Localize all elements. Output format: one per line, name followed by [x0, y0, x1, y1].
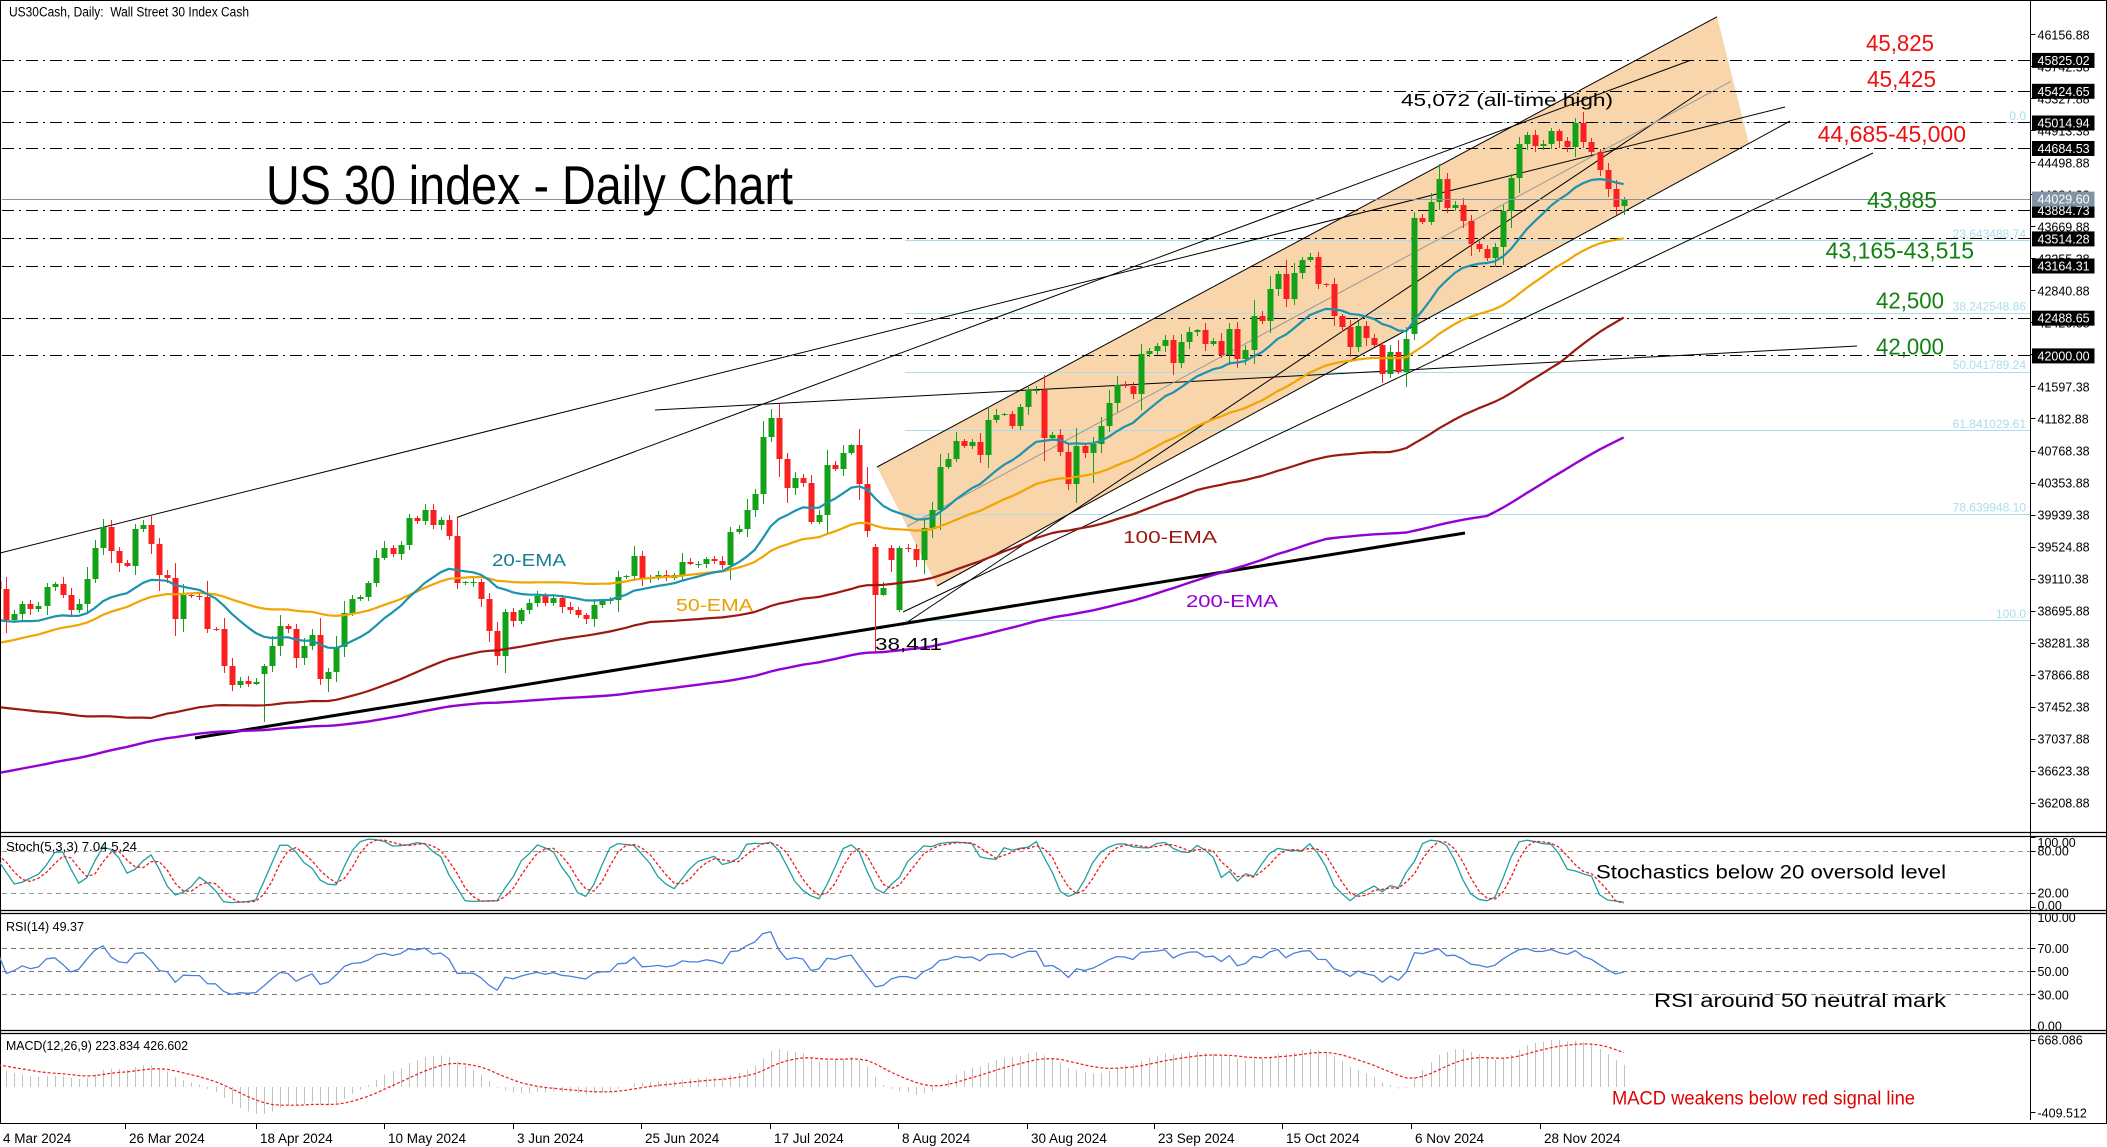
svg-text:39524.88: 39524.88 — [2038, 541, 2090, 555]
svg-text:36623.38: 36623.38 — [2038, 765, 2090, 779]
svg-text:26 Mar 2024: 26 Mar 2024 — [129, 1131, 205, 1146]
svg-text:US 30 index - Daily Chart: US 30 index - Daily Chart — [266, 154, 793, 216]
svg-text:23.643488.74: 23.643488.74 — [1953, 227, 2027, 241]
svg-text:43,885: 43,885 — [1867, 187, 1937, 213]
svg-text:41182.88: 41182.88 — [2038, 413, 2089, 427]
svg-text:28 Nov 2024: 28 Nov 2024 — [1544, 1131, 1621, 1146]
svg-text:0.0: 0.0 — [2009, 109, 2026, 123]
svg-text:38695.88: 38695.88 — [2038, 605, 2090, 619]
svg-text:43514.28: 43514.28 — [2038, 232, 2090, 246]
svg-text:45014.94: 45014.94 — [2038, 117, 2090, 131]
svg-text:42488.65: 42488.65 — [2038, 312, 2090, 326]
svg-text:6 Nov 2024: 6 Nov 2024 — [1415, 1131, 1485, 1146]
svg-text:43884.73: 43884.73 — [2038, 204, 2090, 218]
svg-text:37037.88: 37037.88 — [2038, 733, 2090, 747]
svg-text:41597.38: 41597.38 — [2038, 381, 2090, 395]
svg-text:20-EMA: 20-EMA — [492, 550, 566, 570]
svg-text:23 Sep 2024: 23 Sep 2024 — [1158, 1131, 1235, 1146]
svg-text:42000.00: 42000.00 — [2038, 349, 2090, 363]
svg-text:44684.53: 44684.53 — [2038, 142, 2090, 156]
svg-text:38,411: 38,411 — [875, 634, 942, 654]
svg-text:37452.38: 37452.38 — [2038, 701, 2090, 715]
svg-text:20.00: 20.00 — [2038, 887, 2069, 901]
svg-text:18 Apr 2024: 18 Apr 2024 — [260, 1131, 333, 1146]
svg-text:17 Jul 2024: 17 Jul 2024 — [774, 1131, 844, 1146]
svg-text:RSI around 50 neutral mark: RSI around 50 neutral mark — [1654, 991, 1947, 1012]
svg-text:US30Cash, Daily: Wall Street: US30Cash, Daily: Wall Street 30 Index Ca… — [9, 5, 249, 20]
svg-text:42,500: 42,500 — [1876, 288, 1944, 314]
svg-text:43164.31: 43164.31 — [2038, 260, 2090, 274]
svg-text:45,825: 45,825 — [1866, 30, 1934, 56]
svg-text:50.041789.24: 50.041789.24 — [1953, 358, 2027, 372]
svg-text:MACD weakens below red signal: MACD weakens below red signal line — [1612, 1089, 1915, 1110]
svg-text:43669.88: 43669.88 — [2038, 220, 2090, 234]
svg-text:50-EMA: 50-EMA — [676, 595, 753, 615]
svg-text:3 Jun 2024: 3 Jun 2024 — [517, 1131, 584, 1146]
svg-text:43,165-43,515: 43,165-43,515 — [1826, 238, 1974, 264]
svg-text:4 Mar 2024: 4 Mar 2024 — [3, 1131, 72, 1146]
svg-text:36208.88: 36208.88 — [2038, 797, 2090, 811]
svg-text:38.242548.86: 38.242548.86 — [1953, 300, 2027, 314]
svg-text:100.00: 100.00 — [2038, 836, 2076, 850]
svg-text:25 Jun 2024: 25 Jun 2024 — [645, 1131, 720, 1146]
svg-text:45825.02: 45825.02 — [2038, 54, 2090, 68]
svg-text:8 Aug 2024: 8 Aug 2024 — [902, 1131, 971, 1146]
svg-text:0.00: 0.00 — [2038, 899, 2062, 913]
svg-text:38281.38: 38281.38 — [2038, 637, 2090, 651]
svg-text:45424.65: 45424.65 — [2038, 85, 2090, 99]
svg-text:Stochastics below 20 oversold: Stochastics below 20 oversold level — [1596, 863, 1946, 884]
svg-text:100.0: 100.0 — [1996, 607, 2026, 621]
svg-text:15 Oct 2024: 15 Oct 2024 — [1286, 1131, 1360, 1146]
svg-text:42840.88: 42840.88 — [2038, 284, 2090, 298]
svg-text:0.00: 0.00 — [2038, 1020, 2062, 1034]
svg-text:45,425: 45,425 — [1867, 66, 1936, 92]
svg-text:40353.88: 40353.88 — [2038, 477, 2090, 491]
svg-text:45,072 (all-time high): 45,072 (all-time high) — [1401, 90, 1613, 110]
svg-text:100-EMA: 100-EMA — [1123, 527, 1217, 547]
svg-text:200-EMA: 200-EMA — [1186, 591, 1278, 611]
svg-text:30.00: 30.00 — [2038, 988, 2069, 1002]
svg-text:44498.88: 44498.88 — [2038, 156, 2090, 170]
svg-text:80.00: 80.00 — [2038, 845, 2069, 859]
svg-text:-409.512: -409.512 — [2038, 1107, 2087, 1121]
svg-text:10 May 2024: 10 May 2024 — [388, 1131, 467, 1146]
svg-text:50.00: 50.00 — [2038, 965, 2069, 979]
svg-text:44029.60: 44029.60 — [2038, 193, 2090, 207]
svg-text:46156.88: 46156.88 — [2038, 28, 2090, 42]
svg-text:70.00: 70.00 — [2038, 942, 2069, 956]
svg-text:44,685-45,000: 44,685-45,000 — [1818, 121, 1966, 147]
svg-text:100.00: 100.00 — [2038, 911, 2076, 925]
svg-text:39110.38: 39110.38 — [2038, 573, 2089, 587]
svg-text:61.841029.61: 61.841029.61 — [1953, 417, 2027, 431]
svg-text:RSI(14) 49.37: RSI(14) 49.37 — [6, 919, 84, 934]
svg-text:42,000: 42,000 — [1876, 334, 1944, 360]
svg-text:39939.38: 39939.38 — [2038, 509, 2090, 523]
svg-text:78.639948.10: 78.639948.10 — [1953, 500, 2027, 514]
svg-text:MACD(12,26,9) 223.834 426.602: MACD(12,26,9) 223.834 426.602 — [6, 1038, 188, 1053]
svg-text:668.086: 668.086 — [2038, 1034, 2083, 1048]
svg-text:40768.38: 40768.38 — [2038, 445, 2090, 459]
svg-text:30 Aug 2024: 30 Aug 2024 — [1031, 1131, 1107, 1146]
svg-text:37866.88: 37866.88 — [2038, 669, 2090, 683]
svg-text:Stoch(5,3,3) 7.04 5.24: Stoch(5,3,3) 7.04 5.24 — [6, 839, 137, 854]
